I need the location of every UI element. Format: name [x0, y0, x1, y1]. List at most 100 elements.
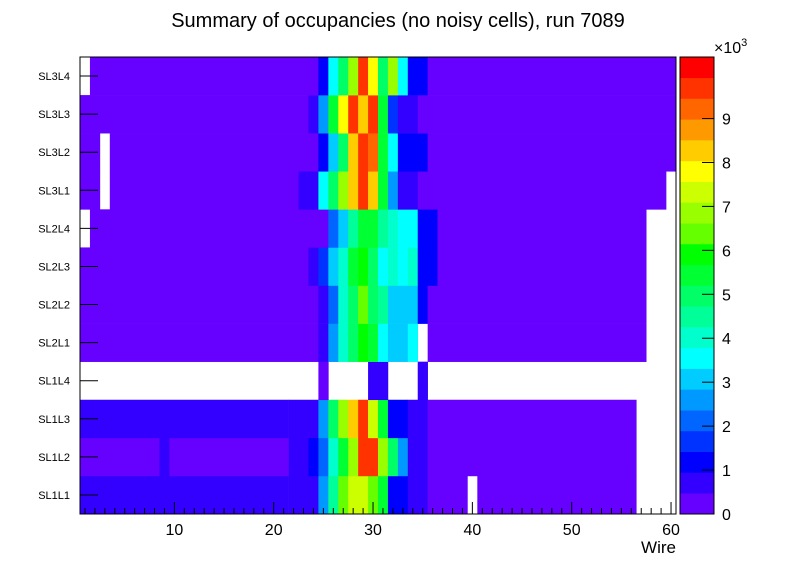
heatmap-cell: [328, 171, 339, 210]
heatmap-cell: [358, 437, 379, 477]
heatmap-cell: [378, 171, 389, 210]
heatmap-cell: [328, 95, 339, 134]
heatmap-cell: [387, 171, 399, 210]
heatmap-cell: [318, 323, 329, 362]
colorbar-segment: [680, 77, 714, 99]
colorbar-tick-label: 7: [722, 199, 731, 216]
x-tick-label: 50: [563, 522, 581, 539]
heatmap-cell: [338, 285, 349, 324]
heatmap-cell: [328, 323, 339, 362]
heatmap-cell: [308, 247, 319, 286]
heatmap-cell: [328, 209, 339, 248]
heatmap-cell: [338, 95, 349, 134]
heatmap-cell: [437, 209, 647, 248]
x-tick-label: 20: [265, 522, 283, 539]
heatmap-cell: [318, 361, 329, 401]
heatmap-cell: [397, 209, 419, 248]
heatmap-cell: [109, 133, 319, 172]
heatmap-cell: [348, 57, 359, 96]
heatmap-cell: [288, 399, 319, 439]
heatmap-cell: [417, 209, 438, 248]
colorbar-tick-label: 1: [722, 463, 731, 480]
heatmap-cell: [368, 57, 379, 96]
heatmap-cell: [318, 399, 329, 439]
heatmap-cell: [378, 209, 389, 248]
heatmap-cell: [159, 437, 170, 477]
heatmap-cell: [348, 323, 359, 362]
y-tick-label: SL3L4: [38, 71, 70, 83]
colorbar-segment: [680, 223, 714, 245]
heatmap-cell: [348, 133, 359, 172]
heatmap-cell: [397, 171, 419, 210]
colorbar-segment: [680, 410, 714, 432]
heatmap-cell: [358, 133, 369, 172]
x-tick-label: 30: [364, 522, 382, 539]
y-tick-label: SL1L4: [38, 376, 70, 388]
heatmap-cell: [368, 247, 379, 286]
heatmap-cell: [427, 323, 647, 362]
colorbar-segment: [680, 472, 714, 494]
heatmap-cell: [378, 247, 389, 286]
colorbar-segment: [680, 306, 714, 328]
y-tick-label: SL2L2: [38, 300, 70, 312]
heatmap-cell: [387, 437, 399, 477]
heatmap-cell: [288, 437, 309, 477]
heatmap-cell: [89, 209, 329, 248]
heatmap-cell: [407, 323, 419, 362]
heatmap-cell: [417, 247, 438, 286]
heatmap-cell: [328, 437, 339, 477]
colorbar-segment: [680, 264, 714, 286]
heatmap-cell: [417, 361, 428, 401]
x-tick-label: 10: [165, 522, 183, 539]
x-tick-label: 60: [662, 522, 680, 539]
heatmap-cell: [368, 133, 379, 172]
heatmap-cell: [328, 57, 339, 96]
y-tick-label: SL3L1: [38, 185, 70, 197]
heatmap-cell: [338, 133, 349, 172]
heatmap-cell: [387, 133, 399, 172]
heatmap-cell: [427, 437, 637, 477]
heatmap-cell: [338, 475, 349, 515]
heatmap-cell: [358, 399, 369, 439]
heatmap-cell: [407, 399, 428, 439]
heatmap-cell: [368, 323, 379, 362]
colorbar-segment: [680, 98, 714, 120]
heatmap-cell: [348, 171, 359, 210]
heatmap-cell: [318, 475, 329, 515]
heatmap-cell: [387, 399, 409, 439]
heatmap-cell: [397, 95, 419, 134]
heatmap-cell: [338, 247, 349, 286]
heatmap-cell: [318, 171, 329, 210]
colorbar-segment: [680, 368, 714, 390]
colorbar-frame: [679, 56, 715, 515]
heatmap-cell: [378, 475, 389, 515]
y-tick-label: SL2L3: [38, 261, 70, 273]
colorbar: 0 1 2 3 4 5 6 7 8 9: [679, 56, 731, 524]
colorbar-segment: [680, 327, 714, 349]
heatmap-cell: [308, 95, 319, 134]
y-tick-label: SL2L4: [38, 223, 70, 235]
heatmap-cell: [378, 437, 389, 477]
heatmap-cell: [427, 57, 677, 96]
heatmap-cell: [417, 171, 667, 210]
colorbar-tick-label: 4: [722, 331, 731, 348]
heatmap-cell: [338, 399, 349, 439]
heatmap-cell: [318, 437, 329, 477]
heatmap-cell: [427, 285, 647, 324]
y-tick-label: SL2L1: [38, 338, 70, 350]
colorbar-segment: [680, 451, 714, 473]
heatmap-cell: [328, 399, 339, 439]
heatmap-cell: [80, 323, 319, 362]
colorbar-segment: [680, 181, 714, 203]
heatmap-cell: [80, 95, 309, 134]
heatmap-cell: [437, 247, 647, 286]
heatmap-cell: [387, 247, 399, 286]
heatmap-cell: [368, 171, 379, 210]
x-axis-label: Wire: [641, 538, 676, 557]
heatmap-cell: [378, 399, 389, 439]
heatmap-cell: [328, 133, 339, 172]
heatmap-cell: [397, 57, 409, 96]
heatmap-cell: [80, 399, 289, 439]
heatmap-cell: [397, 133, 428, 172]
colorbar-segment: [680, 119, 714, 141]
